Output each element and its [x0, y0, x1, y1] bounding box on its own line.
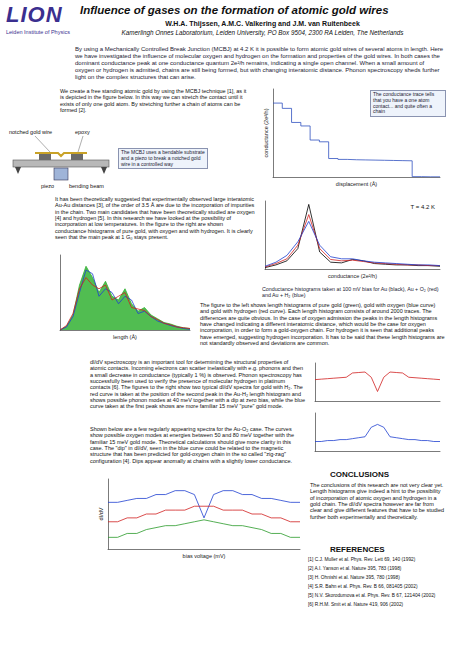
- html-text:[1] C.J. Muller et al. Phys. R: [1] C.J. Muller et al. Phys. Rev. Lett 6…: [308, 557, 416, 562]
- svg-text:bending beam: bending beam: [69, 183, 104, 189]
- html-text:Conductance histograms taken a: Conductance histograms taken at 100 mV b…: [262, 286, 439, 299]
- svg-text:dI/dV: dI/dV: [98, 507, 104, 520]
- html-text:Shown below are a few regularl: Shown below are a few regularly appearin…: [90, 426, 294, 464]
- svg-text:length (Å): length (Å): [113, 334, 137, 340]
- html-text:REFERENCES: REFERENCES: [330, 545, 385, 554]
- html-text:It has been theoretically sugg: It has been theoretically suggested that…: [55, 196, 255, 240]
- html-text:[6] R.H.M. Smit et al. Nature: [6] R.H.M. Smit et al. Nature 419, 906 (…: [308, 602, 404, 607]
- html-text:We create a free standing atom: We create a free standing atomic gold by…: [60, 88, 247, 113]
- svg-text:notched gold wire: notched gold wire: [9, 129, 52, 135]
- svg-text:T = 4.2 K: T = 4.2 K: [410, 204, 434, 210]
- html-text:The figure to the left shows l: The figure to the left shows length hist…: [200, 302, 445, 346]
- html-text:The conductance trace tells th: The conductance trace tells that you hav…: [373, 91, 435, 115]
- html-text:[4] S.R. Bahn et al. Phys. Rev: [4] S.R. Bahn et al. Phys. Rev. B 66, 08…: [308, 584, 418, 589]
- svg-text:conductance (2e²/h): conductance (2e²/h): [263, 108, 269, 157]
- svg-text:displacement (Å): displacement (Å): [336, 181, 377, 187]
- html-text:W.H.A. Thijssen, A.M.C. Valker: W.H.A. Thijssen, A.M.C. Valkering and J.…: [165, 20, 360, 27]
- html-text:dI/dV spectroscopy is an impor: dI/dV spectroscopy is an important tool …: [90, 359, 305, 410]
- html-text:Kamerlingh Onnes Laboratorium,: Kamerlingh Onnes Laboratorium, Leiden Un…: [121, 29, 404, 36]
- html-text:[3] H. Ohnishi et al. Nature 3: [3] H. Ohnishi et al. Nature 395, 780 (1…: [308, 575, 400, 580]
- svg-text:bias voltage (mV): bias voltage (mV): [183, 553, 226, 559]
- html-text:The MCBJ uses a bendable subst: The MCBJ uses a bendable substrate and a…: [121, 149, 205, 167]
- html-text:CONCLUSIONS: CONCLUSIONS: [330, 470, 390, 479]
- html-text:Leiden Institute of Physics: Leiden Institute of Physics: [6, 29, 70, 35]
- html-text:LION: LION: [6, 2, 63, 27]
- html-text:By using a Mechanically Contro: By using a Mechanically Controlled Break…: [75, 46, 444, 80]
- svg-text:piezo: piezo: [41, 183, 54, 189]
- svg-text:epoxy: epoxy: [75, 129, 90, 135]
- html-text:The conclusions of this resear: The conclusions of this research are not…: [310, 482, 445, 520]
- svg-text:conductance (2e²/h): conductance (2e²/h): [328, 273, 377, 279]
- html-text:[2] A.I. Yanson et al. Nature: [2] A.I. Yanson et al. Nature 395, 783 (…: [308, 566, 402, 571]
- html-text:Influence of gases on the form: Influence of gases on the formation of a…: [80, 4, 389, 16]
- html-text:[5] N.V. Skorodumova et al. Ph: [5] N.V. Skorodumova et al. Phys. Rev. B…: [308, 593, 436, 598]
